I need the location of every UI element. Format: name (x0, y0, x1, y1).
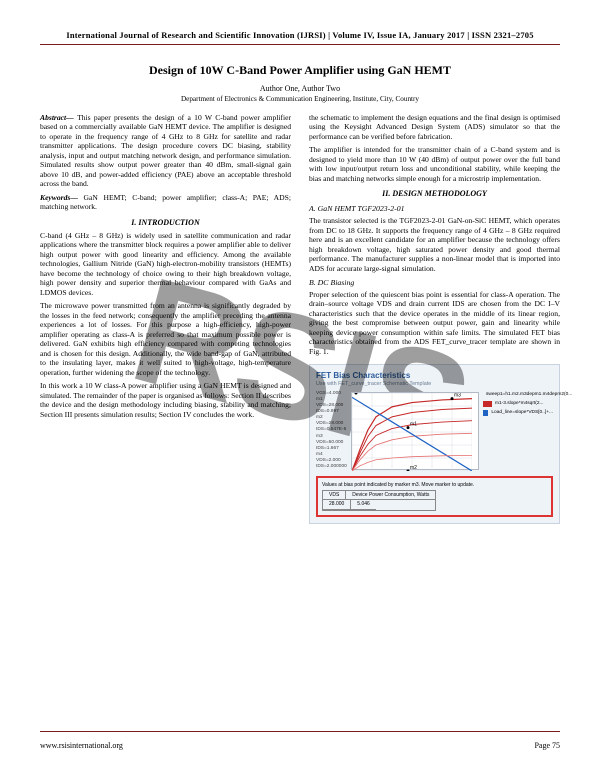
y-side-label: IDS=2.000000 (316, 465, 347, 470)
bias-h1: VDS (323, 491, 346, 500)
y-side-label: VGS=4.000 (316, 392, 347, 397)
legend-item: sweep1=h1.m2.m3depm1.m4depm2(0... (483, 392, 553, 398)
chart-subtitle: Use with FET_curve_tracer Schematic Temp… (316, 381, 553, 388)
y-side-label: VDS=50.000 (316, 441, 347, 446)
legend-item: Load_line=slope*VDS[0..]+... (483, 410, 553, 416)
y-side-label: VDS=2.000 (316, 459, 347, 464)
y-side-label: m4 (316, 453, 347, 458)
right-column: the schematic to implement the design eq… (309, 113, 560, 524)
bias-caption: Values at bias point indicated by marker… (322, 482, 547, 488)
legend-swatch (483, 410, 488, 416)
intro-p2: The microwave power transmitted from an … (40, 301, 291, 377)
bias-v1: 28.000 (323, 500, 351, 509)
plot-area: m1m2m3m4 (351, 392, 479, 470)
sub-a: A. GaN HEMT TGF2023-2-01 (309, 204, 560, 214)
bias-table: VDS Device Power Consumption, Watts 28.0… (322, 490, 436, 511)
chart-legend: sweep1=h1.m2.m3depm1.m4depm2(0... m1-3.sl… (483, 392, 553, 470)
bias-header-row: VDS Device Power Consumption, Watts (323, 491, 435, 500)
right-p1: the schematic to implement the design eq… (309, 113, 560, 141)
svg-text:m2: m2 (410, 465, 417, 471)
bias-data-row: 28.000 5.046 (323, 500, 435, 509)
legend-label: Load_line=slope*VDS[0..]+... (491, 410, 553, 416)
intro-p1: C-band (4 GHz – 8 GHz) is widely used in… (40, 231, 291, 297)
svg-text:m1: m1 (410, 422, 417, 428)
legend-swatch (483, 401, 492, 407)
left-column: Abstract— This paper presents the design… (40, 113, 291, 524)
y-side-label: IDS=1.667 (316, 447, 347, 452)
two-columns: Abstract— This paper presents the design… (40, 113, 560, 524)
right-p2: The amplifier is intended for the transm… (309, 145, 560, 183)
footer: www.rsisinternational.org Page 75 (40, 741, 560, 750)
affiliation: Department of Electronics & Communicatio… (40, 95, 560, 103)
keywords: Keywords— GaN HEMT; C-band; power amplif… (40, 193, 291, 212)
abstract-text: This paper presents the design of a 10 W… (40, 113, 291, 188)
title-block: Design of 10W C-Band Power Amplifier usi… (40, 63, 560, 103)
authors: Author One, Author Two (40, 84, 560, 93)
header-rule (40, 44, 560, 45)
y-side-label: m3 (316, 435, 347, 440)
right-pa: The transistor selected is the TGF2023-2… (309, 216, 560, 273)
content-area: RSIS Design of 10W C-Band Power Amplifie… (40, 63, 560, 683)
right-pb: Proper selection of the quiescent bias p… (309, 290, 560, 356)
footer-right: Page 75 (534, 741, 560, 750)
legend-item: m1-3.slope*m4sqrt(2... (483, 401, 553, 407)
chart-body: VGS=4.000m1VDS=28.000IDS=0.997m2VDS=28.0… (316, 392, 553, 470)
y-axis-labels: VGS=4.000m1VDS=28.000IDS=0.997m2VDS=28.0… (316, 392, 347, 470)
bias-h2: Device Power Consumption, Watts (346, 491, 435, 500)
fet-chart: FET Bias Characteristics Use with FET_cu… (309, 364, 560, 524)
bias-v2: 5.046 (351, 500, 376, 509)
keywords-label: Keywords— (40, 193, 84, 202)
intro-p3: In this work a 10 W class-A power amplif… (40, 381, 291, 419)
legend-label: m1-3.slope*m4sqrt(2... (495, 401, 544, 407)
footer-left: www.rsisinternational.org (40, 741, 123, 750)
paper-title: Design of 10W C-Band Power Amplifier usi… (40, 63, 560, 78)
running-header: International Journal of Research and Sc… (40, 30, 560, 40)
page: International Journal of Research and Sc… (0, 0, 600, 776)
y-side-label: IDS=0.547E-5 (316, 428, 347, 433)
abstract: Abstract— This paper presents the design… (40, 113, 291, 189)
section-2-heading: II. DESIGN METHODOLOGY (309, 189, 560, 199)
section-1-heading: I. INTRODUCTION (40, 218, 291, 228)
bias-point-box: Values at bias point indicated by marker… (316, 476, 553, 517)
chart-title: FET Bias Characteristics (316, 371, 553, 381)
svg-text:m3: m3 (454, 393, 461, 399)
sub-b: B. DC Biasing (309, 278, 560, 288)
abstract-label: Abstract— (40, 113, 77, 122)
plot-svg: m1m2m3m4 (352, 393, 472, 471)
footer-rule (40, 731, 560, 732)
legend-label: sweep1=h1.m2.m3depm1.m4depm2(0... (486, 392, 572, 398)
